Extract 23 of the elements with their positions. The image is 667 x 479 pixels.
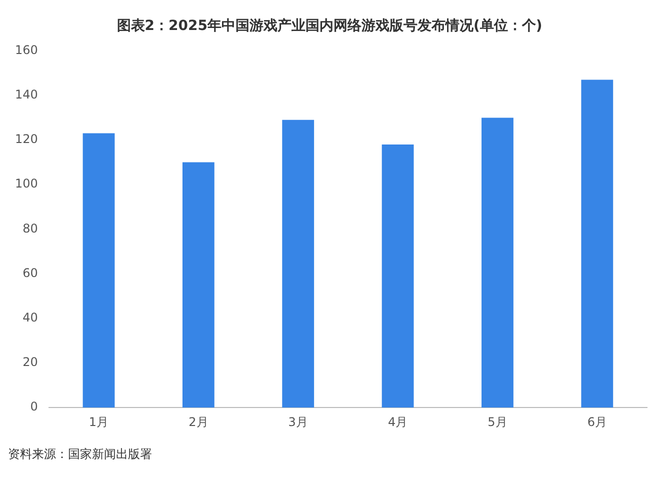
x-tick-label: 4月	[388, 414, 408, 429]
x-tick-label: 6月	[587, 414, 607, 429]
bar	[382, 144, 414, 408]
text: 资料来源：国家新闻出版署	[8, 446, 153, 463]
y-tick-label: 160	[15, 42, 38, 57]
y-tick-label: 20	[22, 355, 38, 370]
y-tick-label: 60	[22, 266, 38, 280]
y-tick-label: 0	[30, 400, 38, 414]
y-tick-label: 120	[15, 132, 38, 146]
y-tick-label: 100	[15, 176, 38, 191]
bar	[82, 133, 115, 408]
x-tick-label: 3月	[288, 414, 308, 429]
x-tick-label: 5月	[488, 414, 508, 429]
y-tick-label: 80	[22, 221, 38, 236]
y-tick-label: 140	[15, 88, 38, 102]
chart-title: 图表2：2025年中国游戏产业国内网络游戏版号发布情况(单位：个)	[116, 17, 542, 34]
bar	[482, 118, 514, 408]
bar	[581, 80, 614, 408]
bar	[182, 162, 214, 408]
x-tick-label: 2月	[188, 414, 208, 429]
y-tick-label: 40	[22, 310, 38, 325]
x-tick-label: 1月	[88, 414, 109, 429]
bar	[282, 120, 314, 408]
